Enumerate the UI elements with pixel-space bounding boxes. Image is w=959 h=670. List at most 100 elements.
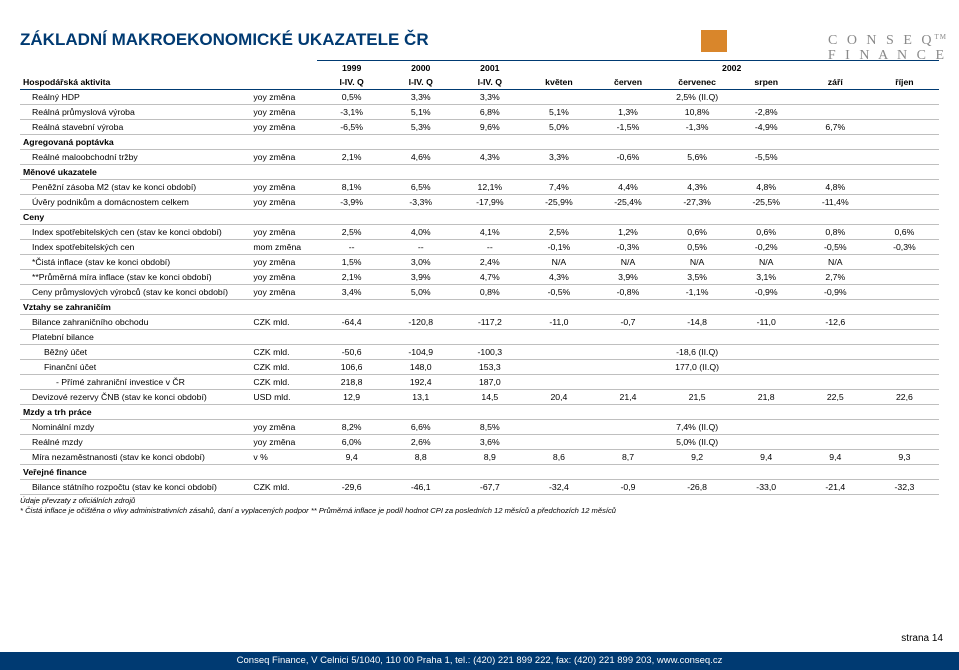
cell-value: -3,3% (386, 195, 455, 210)
cell-value: -0,1% (524, 240, 593, 255)
row-label: **Průměrná míra inflace (stav ke konci o… (20, 270, 250, 285)
cell-value (870, 90, 939, 105)
cell-value: -11,0 (524, 315, 593, 330)
logo-line2: F I N A N C E (828, 48, 947, 63)
cell-value: -32,3 (870, 480, 939, 495)
table-row: Devizové rezervy ČNB (stav ke konci obdo… (20, 390, 939, 405)
cell-value: 4,3% (524, 270, 593, 285)
row-label: Reálný HDP (20, 90, 250, 105)
cell-value (524, 375, 593, 390)
cell-value: 4,6% (386, 150, 455, 165)
cell-value: -6,5% (317, 120, 386, 135)
cell-value (524, 345, 593, 360)
cell-value: 3,9% (593, 270, 662, 285)
cell-value: 6,8% (455, 105, 524, 120)
cell-value (732, 360, 801, 375)
cell-value: 0,6% (663, 225, 732, 240)
row-label: Úvěry podnikům a domácnostem celkem (20, 195, 250, 210)
table-row: Platební bilance (20, 330, 939, 345)
cell-value (732, 435, 801, 450)
cell-value: -0,9% (732, 285, 801, 300)
cell-value: 22,6 (870, 390, 939, 405)
cell-value: -11,0 (732, 315, 801, 330)
row-unit (250, 330, 317, 345)
row-unit: yoy změna (250, 285, 317, 300)
cell-value: 3,3% (524, 150, 593, 165)
cell-value: 2,5% (II.Q) (663, 90, 732, 105)
row-unit: CZK mld. (250, 480, 317, 495)
cell-value: 21,8 (732, 390, 801, 405)
cell-value: -64,4 (317, 315, 386, 330)
cell-value (593, 345, 662, 360)
cell-value (870, 270, 939, 285)
cell-value: 2,1% (317, 270, 386, 285)
col-period: květen (524, 75, 593, 90)
cell-value: 8,1% (317, 180, 386, 195)
row-unit: yoy změna (250, 195, 317, 210)
cell-value: 6,7% (801, 120, 870, 135)
cell-value: 8,5% (455, 420, 524, 435)
cell-value: -- (455, 240, 524, 255)
cell-value: 153,3 (455, 360, 524, 375)
cell-value (732, 330, 801, 345)
cell-value: -3,1% (317, 105, 386, 120)
cell-value (593, 375, 662, 390)
cell-value: 9,4 (732, 450, 801, 465)
row-label: Reálná stavební výroba (20, 120, 250, 135)
row-label: Index spotřebitelských cen (stav ke konc… (20, 225, 250, 240)
cell-value: 4,0% (386, 225, 455, 240)
row-label: Běžný účet (20, 345, 250, 360)
cell-value: 8,9 (455, 450, 524, 465)
cell-value (870, 150, 939, 165)
cell-value: -0,5% (524, 285, 593, 300)
row-label: Reálné maloobchodní tržby (20, 150, 250, 165)
cell-value (801, 105, 870, 120)
cell-value: -11,4% (801, 195, 870, 210)
cell-value: 148,0 (386, 360, 455, 375)
table-row: Reálný HDPyoy změna0,5%3,3%3,3%2,5% (II.… (20, 90, 939, 105)
cell-value (524, 360, 593, 375)
cell-value: 0,6% (870, 225, 939, 240)
table-month-row: Hospodářská aktivita I-IV. Q I-IV. Q I-I… (20, 75, 939, 90)
cell-value (870, 285, 939, 300)
table-row: Reálné maloobchodní tržbyyoy změna2,1%4,… (20, 150, 939, 165)
cell-value (732, 345, 801, 360)
cell-value (801, 90, 870, 105)
cell-value: -0,3% (593, 240, 662, 255)
cell-value: -3,9% (317, 195, 386, 210)
cell-value: 2,5% (317, 225, 386, 240)
cell-value: 4,8% (732, 180, 801, 195)
col-period: červenec (663, 75, 732, 90)
col-year: 1999 (317, 61, 386, 76)
cell-value: 2,5% (524, 225, 593, 240)
cell-value: 2,4% (455, 255, 524, 270)
cell-value (870, 345, 939, 360)
cell-value (732, 420, 801, 435)
section-label: Měnové ukazatele (20, 165, 939, 180)
cell-value: -- (386, 240, 455, 255)
table-row: Míra nezaměstnanosti (stav ke konci obdo… (20, 450, 939, 465)
cell-value (870, 180, 939, 195)
cell-value (870, 330, 939, 345)
cell-value: 5,0% (II.Q) (663, 435, 732, 450)
col-period: I-IV. Q (455, 75, 524, 90)
cell-value (801, 150, 870, 165)
cell-value: 8,7 (593, 450, 662, 465)
cell-value: 9,3 (870, 450, 939, 465)
cell-value: 4,8% (801, 180, 870, 195)
cell-value: 106,6 (317, 360, 386, 375)
table-row: **Průměrná míra inflace (stav ke konci o… (20, 270, 939, 285)
row-unit: yoy změna (250, 435, 317, 450)
cell-value (524, 435, 593, 450)
cell-value: 0,6% (732, 225, 801, 240)
cell-value: 5,0% (524, 120, 593, 135)
cell-value: -100,3 (455, 345, 524, 360)
cell-value: 9,6% (455, 120, 524, 135)
cell-value: -14,8 (663, 315, 732, 330)
table-row: *Čistá inflace (stav ke konci období)yoy… (20, 255, 939, 270)
table-row: Index spotřebitelských cenmom změna-----… (20, 240, 939, 255)
cell-value: -1,5% (593, 120, 662, 135)
cell-value (870, 255, 939, 270)
cell-value: 4,4% (593, 180, 662, 195)
table-row: Index spotřebitelských cen (stav ke konc… (20, 225, 939, 240)
